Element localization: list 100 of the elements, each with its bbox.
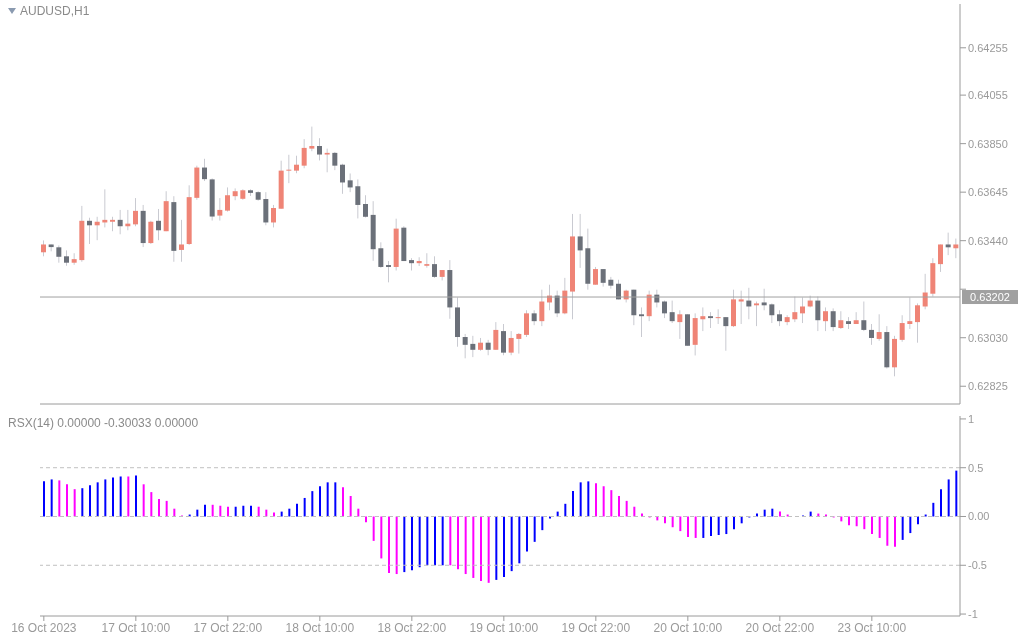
y-tick-label: 0.62825 — [968, 380, 1008, 393]
candlestick — [87, 217, 92, 245]
candlestick — [324, 148, 330, 173]
candlestick — [432, 255, 437, 279]
y-tick-label: 0.63440 — [968, 234, 1008, 247]
x-tick-label: 20 Oct 10:00 — [653, 620, 723, 635]
candlestick — [217, 197, 223, 222]
candlestick — [738, 290, 744, 325]
candlestick — [271, 204, 276, 228]
bar — [886, 516, 889, 546]
candlestick — [133, 197, 138, 227]
y-tick-label: 0.00 — [968, 510, 990, 523]
candlestick — [524, 309, 529, 338]
bar — [334, 482, 337, 517]
y-tick-label: 0.64055 — [968, 89, 1008, 102]
bar — [679, 516, 682, 532]
candlestick — [470, 335, 476, 358]
bar — [372, 516, 375, 541]
candlestick — [378, 241, 384, 269]
bar — [342, 487, 344, 517]
candlestick — [639, 306, 644, 338]
bar — [303, 497, 306, 517]
candlestick — [700, 306, 706, 332]
bar — [365, 516, 367, 523]
bar — [848, 516, 850, 526]
candlestick — [723, 316, 729, 352]
bar — [104, 479, 107, 517]
bar — [610, 490, 613, 517]
bar — [219, 505, 222, 517]
x-tick-label: 19 Oct 22:00 — [561, 620, 631, 635]
bar — [257, 506, 260, 517]
candlestick — [539, 289, 545, 327]
bar — [319, 486, 321, 517]
x-tick-label: 18 Oct 10:00 — [285, 620, 355, 635]
candlestick — [117, 209, 123, 235]
bar — [66, 484, 68, 517]
bar — [395, 516, 398, 575]
bar — [158, 498, 160, 517]
x-tick-label: 19 Oct 10:00 — [469, 620, 539, 635]
candlestick — [340, 163, 345, 195]
bar — [518, 516, 521, 564]
x-tick-label: 17 Oct 22:00 — [193, 620, 263, 635]
bar — [702, 516, 705, 538]
bar — [89, 485, 91, 517]
candlestick — [347, 172, 353, 193]
y-tick-label: -0.5 — [968, 559, 987, 572]
bar — [403, 516, 406, 573]
x-tick-label: 20 Oct 22:00 — [745, 620, 815, 635]
bar — [602, 486, 605, 517]
candlestick — [355, 178, 361, 219]
candlestick — [577, 213, 583, 269]
bar — [618, 496, 620, 517]
candlestick — [148, 220, 154, 245]
bar — [940, 489, 942, 517]
bar — [81, 488, 84, 517]
bar — [495, 516, 498, 580]
bar — [464, 516, 467, 575]
bar — [311, 491, 314, 517]
bar — [411, 516, 413, 571]
bar — [955, 470, 958, 517]
bar — [380, 516, 383, 559]
candlestick — [462, 333, 468, 359]
bar — [211, 504, 214, 517]
bar — [112, 477, 114, 517]
candlestick — [508, 330, 514, 356]
candlestick — [792, 296, 798, 323]
candlestick — [516, 332, 522, 355]
candlestick — [899, 314, 905, 343]
bar — [901, 516, 904, 540]
bar — [564, 503, 567, 517]
candlestick — [263, 191, 269, 226]
bar — [503, 516, 505, 577]
bar — [687, 516, 689, 537]
candlestick — [945, 232, 951, 256]
candlestick — [830, 307, 836, 332]
candlestick — [332, 151, 338, 171]
x-tick-label: 16 Oct 2023 — [11, 620, 77, 635]
bar — [894, 516, 896, 547]
chart-title: AUDUSD,H1 — [20, 4, 90, 18]
candlestick — [754, 301, 759, 327]
bar — [250, 505, 252, 517]
candlestick — [761, 288, 767, 311]
bar — [434, 516, 436, 566]
candlestick — [309, 126, 315, 152]
candlestick — [953, 238, 959, 259]
bar — [457, 516, 459, 570]
x-tick-label: 17 Oct 10:00 — [101, 620, 171, 635]
bar — [633, 506, 636, 517]
candlestick — [225, 186, 230, 213]
bar — [119, 476, 122, 517]
bar — [242, 505, 245, 517]
candlestick — [938, 243, 943, 273]
candlestick — [301, 138, 307, 169]
bar — [73, 489, 76, 517]
bar — [165, 500, 168, 517]
candlestick — [815, 296, 821, 332]
y-tick-label: 0.63645 — [968, 186, 1008, 199]
bar — [142, 484, 145, 517]
candlestick — [156, 208, 161, 241]
y-tick-label: -1 — [968, 607, 978, 620]
